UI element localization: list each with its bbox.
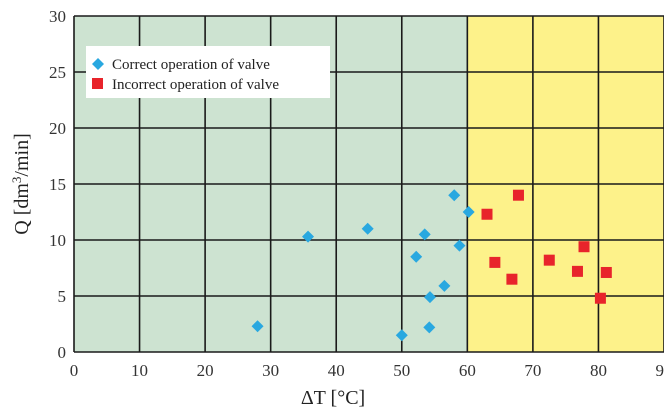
x-tick-label-3: 30 <box>262 361 279 380</box>
point-correct-0 <box>251 320 264 333</box>
point-correct-6 <box>423 321 436 334</box>
x-tick-label-2: 20 <box>197 361 214 380</box>
point-incorrect-7 <box>594 292 606 304</box>
point-incorrect-1 <box>489 256 501 268</box>
y-axis-title-main: Q [dm <box>11 183 33 235</box>
y-tick-label-2: 10 <box>49 231 66 250</box>
y-tick-label-3: 15 <box>49 175 66 194</box>
grid-lines <box>73 15 664 353</box>
point-correct-1 <box>302 230 315 243</box>
x-tick-labels: 0 10 20 30 40 50 60 70 80 90 <box>70 361 664 380</box>
y-tick-label-6: 30 <box>49 7 66 26</box>
data-points <box>251 189 612 342</box>
legend-label-incorrect: Incorrect operation of valve <box>112 77 279 93</box>
x-tick-label-6: 60 <box>459 361 476 380</box>
legend-marker-incorrect <box>92 78 103 89</box>
legend-label-correct: Correct operation of valve <box>112 57 270 73</box>
point-incorrect-0 <box>481 208 493 220</box>
y-tick-label-1: 5 <box>58 287 67 306</box>
y-axis-title: Q [dm3/min] <box>9 133 34 235</box>
point-correct-2 <box>361 222 374 235</box>
point-incorrect-2 <box>506 273 518 285</box>
point-correct-10 <box>453 239 466 252</box>
x-tick-label-0: 0 <box>70 361 79 380</box>
y-axis-title-tail: /min] <box>11 133 33 176</box>
point-correct-4 <box>410 250 423 263</box>
point-correct-5 <box>418 228 431 241</box>
x-tick-label-4: 40 <box>328 361 345 380</box>
x-axis-title: ΔT [°C] <box>301 387 365 409</box>
point-correct-7 <box>423 291 436 304</box>
x-tick-label-5: 50 <box>393 361 410 380</box>
y-tick-label-0: 0 <box>58 343 67 362</box>
x-tick-label-7: 70 <box>524 361 541 380</box>
point-correct-9 <box>448 189 461 202</box>
point-correct-11 <box>462 206 475 218</box>
x-tick-label-1: 10 <box>131 361 148 380</box>
point-incorrect-5 <box>571 265 583 277</box>
point-incorrect-6 <box>578 241 590 253</box>
y-tick-label-5: 25 <box>49 63 66 82</box>
y-axis-title-sup: 3 <box>9 177 24 184</box>
y-tick-label-4: 20 <box>49 119 66 138</box>
point-correct-8 <box>438 279 451 292</box>
point-incorrect-8 <box>600 266 612 278</box>
point-correct-3 <box>395 329 408 342</box>
point-incorrect-3 <box>512 189 524 201</box>
legend: Correct operation of valve Incorrect ope… <box>86 46 330 98</box>
point-incorrect-4 <box>543 254 555 266</box>
y-tick-labels: 0 5 10 15 20 25 30 <box>49 7 66 362</box>
legend-marker-correct <box>92 58 104 70</box>
x-tick-label-9: 90 <box>656 361 664 380</box>
x-tick-label-8: 80 <box>590 361 607 380</box>
legend-background <box>86 46 330 98</box>
